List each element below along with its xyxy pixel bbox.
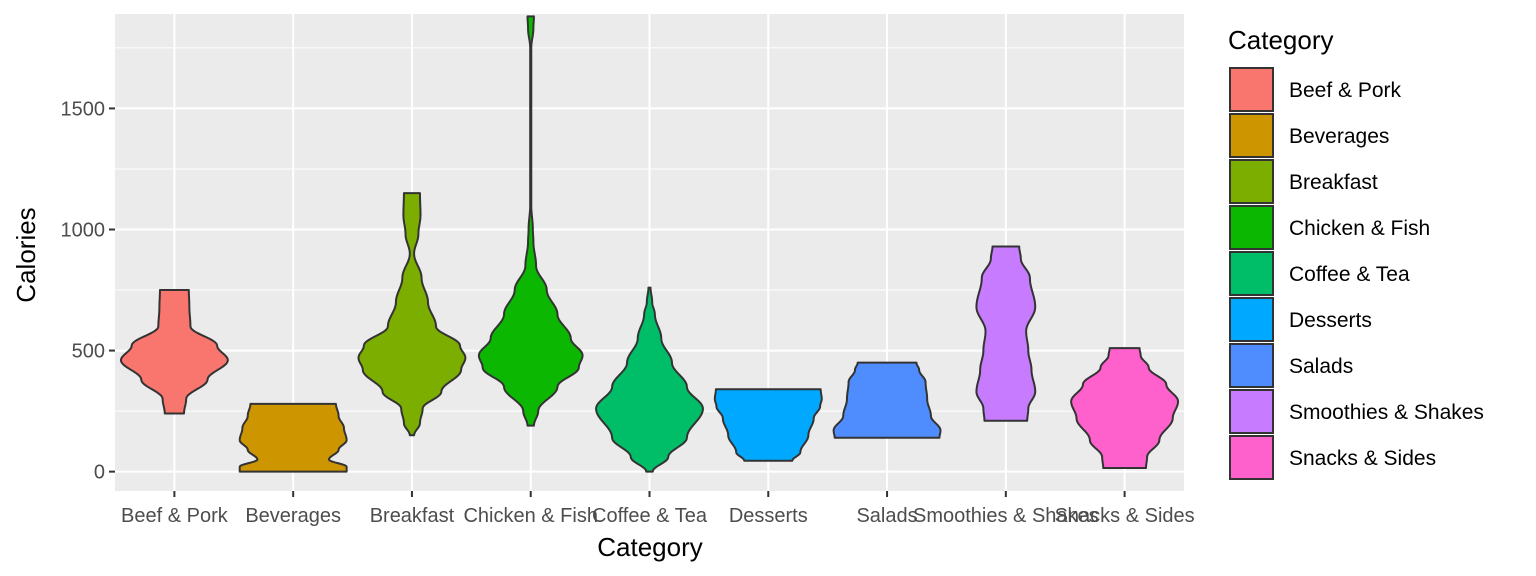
y-axis-title: Calories [11,207,41,302]
violin-smoothies-shakes [975,245,1037,422]
legend-key [1229,205,1274,250]
legend-key [1229,343,1274,388]
legend-key [1229,435,1274,480]
violin-desserts [713,388,823,462]
legend-key [1229,251,1274,296]
legend-label: Desserts [1289,309,1372,332]
x-tick-label: Breakfast [370,505,455,527]
x-tick-label: Desserts [729,505,808,527]
legend-label: Chicken & Fish [1289,217,1430,240]
x-axis-title: Category [597,532,703,562]
legend-key [1229,67,1274,112]
legend-label: Salads [1289,355,1353,378]
x-tick-label: Salads [856,505,917,527]
violin-coffee-tea [595,286,704,473]
legend-key [1229,159,1274,204]
violin-salads [832,361,942,439]
violin-breakfast [357,192,467,437]
violin-chicken-fish [477,15,584,427]
legend-key [1229,297,1274,342]
legend-title: Category [1228,25,1334,55]
x-tick-label: Chicken & Fish [463,505,598,527]
x-tick-label: Beef & Pork [121,505,229,527]
violin-snacks-sides [1070,347,1180,469]
x-axis: Beef & Pork Beverages Breakfast Chicken & F… [121,491,1195,527]
legend-label: Beef & Pork [1289,79,1402,102]
y-tick-label: 500 [72,341,105,363]
x-tick-label: Coffee & Tea [592,505,708,527]
violin-beef-pork [119,289,229,415]
legend-key [1229,113,1274,158]
y-tick-label: 1000 [61,219,106,241]
legend-label: Smoothies & Shakes [1289,401,1484,424]
x-tick-label: Beverages [245,505,341,527]
legend-label: Breakfast [1289,171,1378,194]
legend-key [1229,389,1274,434]
y-axis: 0 500 1000 1500 [61,98,115,484]
legend-label: Snacks & Sides [1289,447,1436,470]
legend: Category Beef & Pork Beverages Breakfast Ch… [1228,25,1484,480]
x-tick-label: Smoothies & Shakes [913,505,1099,527]
legend-label: Coffee & Tea [1289,263,1410,286]
violins [119,15,1180,473]
violin-beverages [238,402,348,473]
x-tick-label: Snacks & Sides [1055,505,1195,527]
legend-label: Beverages [1289,125,1389,148]
y-tick-label: 1500 [61,98,106,120]
y-tick-label: 0 [94,462,105,484]
